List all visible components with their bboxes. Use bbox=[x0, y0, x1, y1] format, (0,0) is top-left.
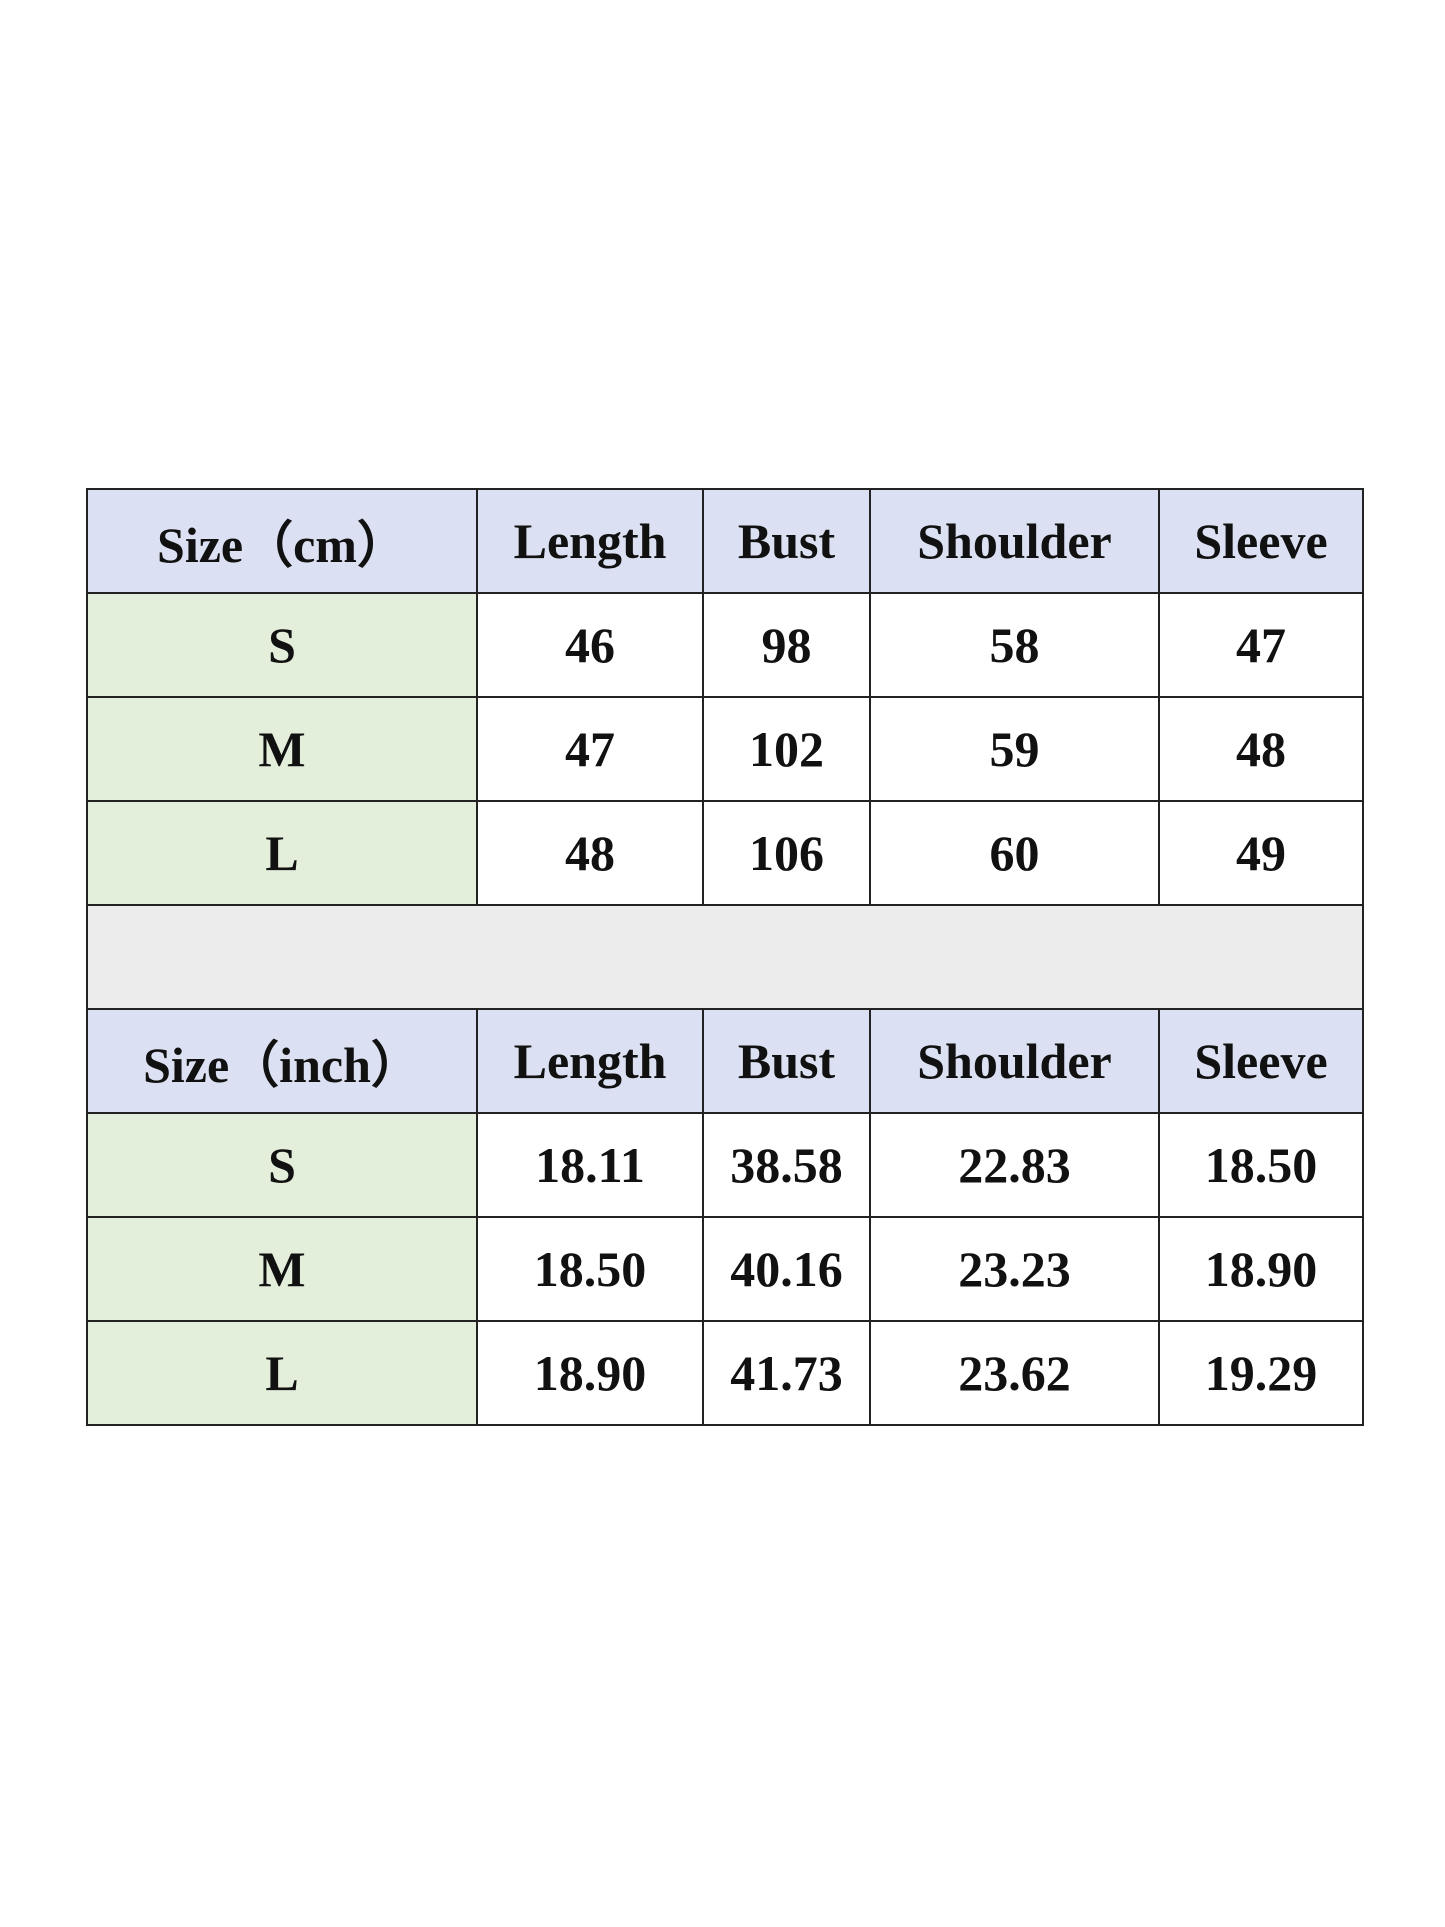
column-header: Length bbox=[476, 1008, 704, 1114]
size-label-cell: S bbox=[86, 592, 478, 698]
measurement-cell: 38.58 bbox=[702, 1112, 871, 1218]
measurement-cell: 98 bbox=[702, 592, 871, 698]
measurement-cell: 18.90 bbox=[476, 1320, 704, 1426]
column-header: Bust bbox=[702, 488, 871, 594]
column-header: Size（cm） bbox=[86, 488, 478, 594]
table-row: M 47 102 59 48 bbox=[86, 696, 1364, 802]
table-row: L 18.90 41.73 23.62 19.29 bbox=[86, 1320, 1364, 1426]
separator-cell bbox=[86, 904, 1364, 1010]
size-label-cell: M bbox=[86, 696, 478, 802]
column-header: Bust bbox=[702, 1008, 871, 1114]
measurement-cell: 19.29 bbox=[1158, 1320, 1364, 1426]
measurement-cell: 18.11 bbox=[476, 1112, 704, 1218]
measurement-cell: 22.83 bbox=[869, 1112, 1160, 1218]
measurement-cell: 48 bbox=[1158, 696, 1364, 802]
measurement-cell: 41.73 bbox=[702, 1320, 871, 1426]
measurement-cell: 47 bbox=[476, 696, 704, 802]
size-chart-table: Size（cm） Length Bust Shoulder Sleeve S 46 98 58 4… bbox=[86, 488, 1364, 1426]
cm-table-header-row: Size（cm） Length Bust Shoulder Sleeve bbox=[86, 488, 1364, 594]
separator-row bbox=[86, 904, 1364, 1010]
table-row: M 18.50 40.16 23.23 18.90 bbox=[86, 1216, 1364, 1322]
measurement-cell: 18.50 bbox=[1158, 1112, 1364, 1218]
column-header: Shoulder bbox=[869, 488, 1160, 594]
measurement-cell: 59 bbox=[869, 696, 1160, 802]
measurement-cell: 106 bbox=[702, 800, 871, 906]
table-row: S 18.11 38.58 22.83 18.50 bbox=[86, 1112, 1364, 1218]
measurement-cell: 23.62 bbox=[869, 1320, 1160, 1426]
measurement-cell: 58 bbox=[869, 592, 1160, 698]
size-label-cell: L bbox=[86, 800, 478, 906]
column-header: Sleeve bbox=[1158, 1008, 1364, 1114]
column-header: Sleeve bbox=[1158, 488, 1364, 594]
size-label-cell: S bbox=[86, 1112, 478, 1218]
measurement-cell: 18.50 bbox=[476, 1216, 704, 1322]
measurement-cell: 23.23 bbox=[869, 1216, 1160, 1322]
measurement-cell: 40.16 bbox=[702, 1216, 871, 1322]
column-header: Shoulder bbox=[869, 1008, 1160, 1114]
measurement-cell: 46 bbox=[476, 592, 704, 698]
size-label-cell: M bbox=[86, 1216, 478, 1322]
column-header: Size（inch） bbox=[86, 1008, 478, 1114]
inch-table-header-row: Size（inch） Length Bust Shoulder Sleeve bbox=[86, 1008, 1364, 1114]
measurement-cell: 18.90 bbox=[1158, 1216, 1364, 1322]
table-row: L 48 106 60 49 bbox=[86, 800, 1364, 906]
measurement-cell: 48 bbox=[476, 800, 704, 906]
measurement-cell: 49 bbox=[1158, 800, 1364, 906]
size-label-cell: L bbox=[86, 1320, 478, 1426]
measurement-cell: 47 bbox=[1158, 592, 1364, 698]
column-header: Length bbox=[476, 488, 704, 594]
measurement-cell: 102 bbox=[702, 696, 871, 802]
table-row: S 46 98 58 47 bbox=[86, 592, 1364, 698]
measurement-cell: 60 bbox=[869, 800, 1160, 906]
